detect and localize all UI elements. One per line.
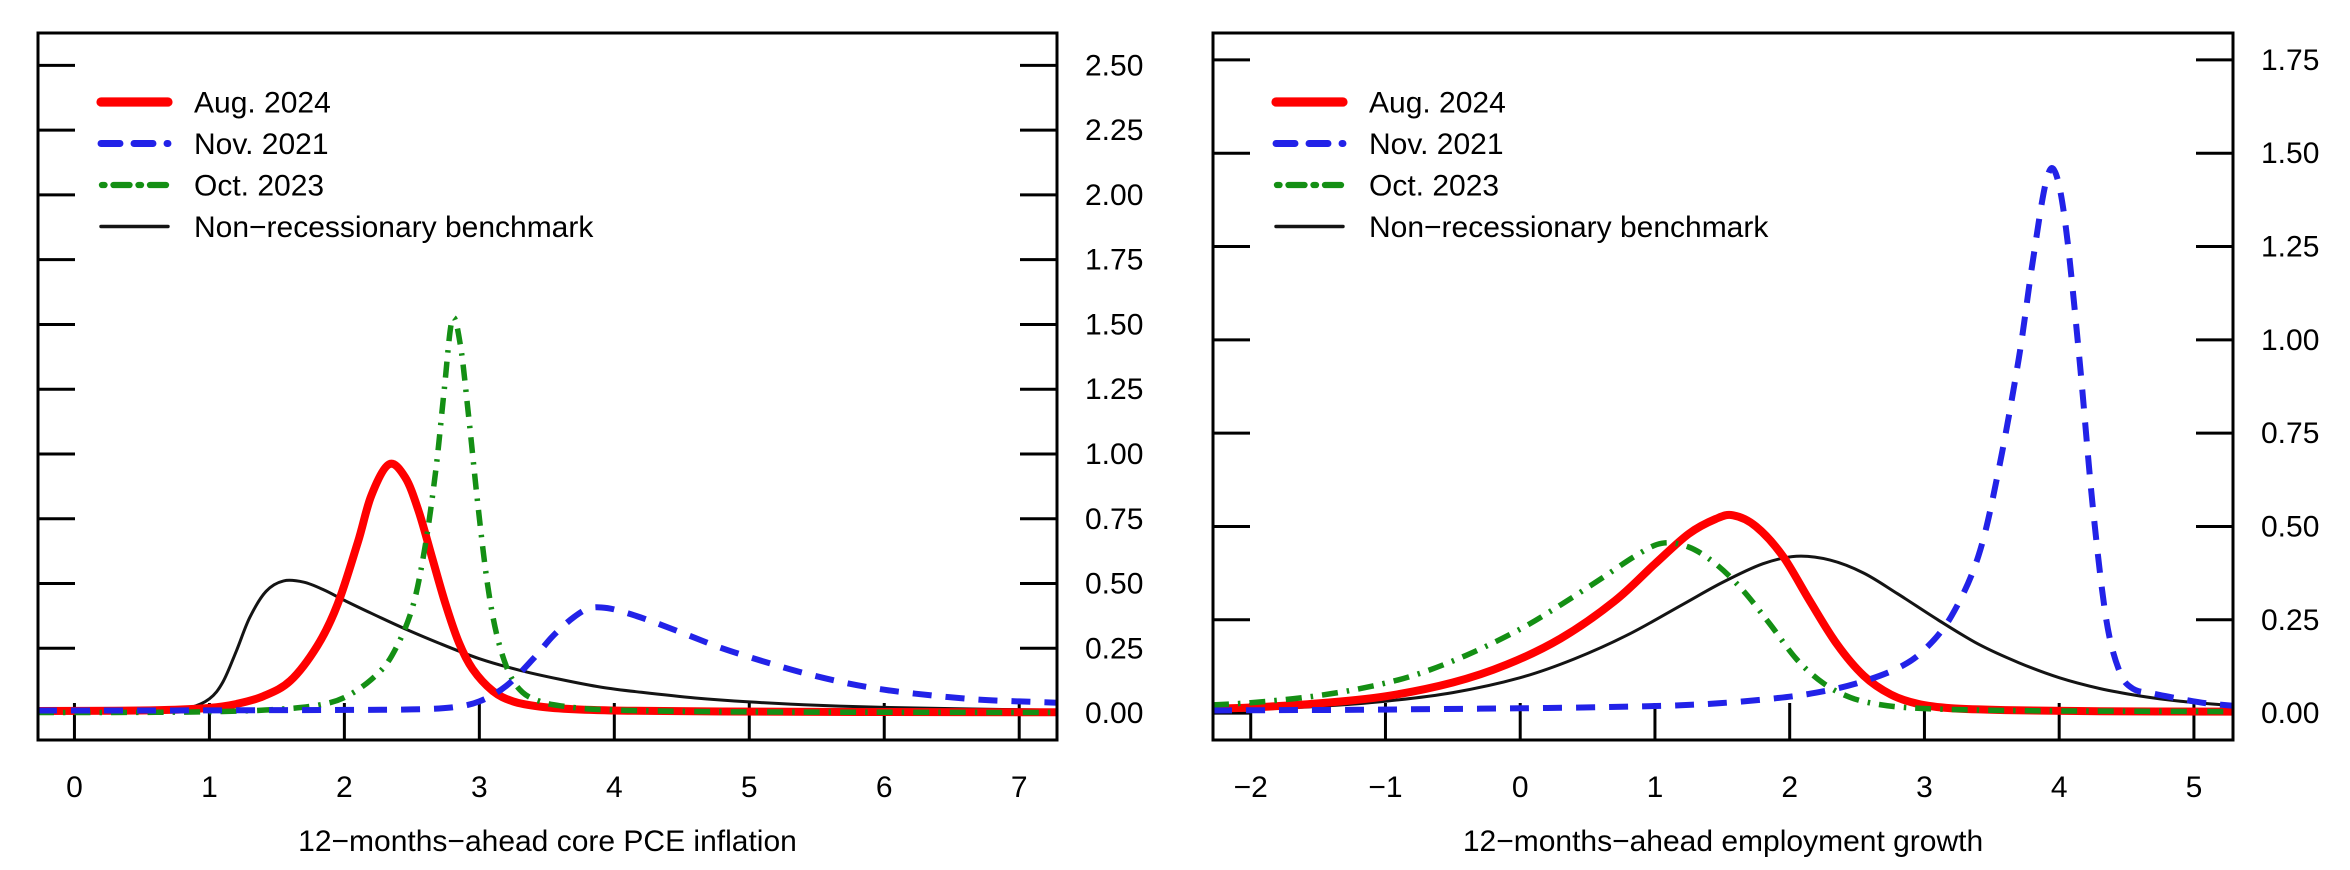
panel-employment-growth: −2 −1 0 1 2 3 4 5 0.00 0.25 0.50 0.75 1.00 1.25 1.50 1.…: [1211, 31, 2319, 858]
x-tick-label: 2: [336, 771, 353, 804]
y-tick-label: 1.00: [1085, 438, 1143, 471]
x-tick-label: 2: [1781, 771, 1798, 804]
x-tick-label: −1: [1368, 771, 1402, 804]
curve-non-recessionary-benchmark: [1213, 554, 2233, 712]
curve-aug-2024: [1213, 510, 2233, 716]
x-tick-label: 0: [66, 771, 83, 804]
y-tick-label: 1.75: [1085, 244, 1143, 277]
x-axis-title: 12−months−ahead employment growth: [1463, 825, 1983, 858]
y-tick-label: 1.50: [2261, 137, 2319, 170]
y-tick-label: 0.25: [2261, 604, 2319, 637]
plot-border: [1211, 31, 2235, 742]
y-tick-label: 0.00: [1085, 697, 1143, 730]
legend: Aug. 2024 Nov. 2021 Oct. 2023 Non−recession…: [1271, 87, 1769, 244]
x-tick-label: 6: [876, 771, 893, 804]
x-tick-label: 1: [1647, 771, 1664, 804]
y-tick-label: 2.00: [1085, 179, 1143, 212]
legend: Aug. 2024 Nov. 2021 Oct. 2023 Non−recession…: [96, 87, 594, 244]
curves: [1213, 165, 2233, 716]
y-tick-label: 1.25: [2261, 231, 2319, 264]
x-tick-label: 5: [2186, 771, 2203, 804]
y-tick-label: 0.75: [2261, 417, 2319, 450]
curve-nov-2021: [1213, 165, 2233, 714]
x-tick-label: 3: [1916, 771, 1933, 804]
curve-nov-2021: [38, 604, 1057, 714]
y-tick-label: 0.00: [2261, 697, 2319, 730]
y-tick-label: 1.75: [2261, 44, 2319, 77]
y-tick-label: 1.00: [2261, 324, 2319, 357]
y-tick-label: 2.50: [1085, 49, 1143, 82]
x-tick-label: 4: [606, 771, 623, 804]
legend-label-oct-2023: Oct. 2023: [1369, 170, 1499, 203]
y-tick-label: 2.25: [1085, 114, 1143, 147]
y-tick-label: 0.25: [1085, 632, 1143, 665]
curves: [38, 314, 1057, 717]
x-axis-title: 12−months−ahead core PCE inflation: [298, 825, 797, 858]
legend-label-aug-2024: Aug. 2024: [1369, 87, 1506, 120]
x-tick-label: 7: [1011, 771, 1028, 804]
x-tick-label: 1: [201, 771, 218, 804]
y-tick-label: 1.25: [1085, 373, 1143, 406]
x-tick-label: 5: [741, 771, 758, 804]
legend-label-aug-2024: Aug. 2024: [194, 87, 331, 120]
x-tick-label: 0: [1512, 771, 1529, 804]
curve-non-recessionary-benchmark: [38, 578, 1057, 714]
y-tick-label: 1.50: [1085, 308, 1143, 341]
curve-aug-2024: [38, 459, 1057, 717]
legend-label-oct-2023: Oct. 2023: [194, 170, 324, 203]
legend-label-nov-2021: Nov. 2021: [1369, 128, 1504, 161]
x-tick-label: 4: [2051, 771, 2068, 804]
legend-label-non-recessionary-benchmark: Non−recessionary benchmark: [1369, 211, 1769, 244]
legend-label-non-recessionary-benchmark: Non−recessionary benchmark: [194, 211, 594, 244]
legend-label-nov-2021: Nov. 2021: [194, 128, 329, 161]
panel-core-pce-inflation: 0 1 2 3 4 5 6 7 0.00 0.25 0.50 0.75 1.00 1.25 1.50 1.75…: [36, 31, 1143, 858]
y-tick-label: 0.75: [1085, 503, 1143, 536]
curve-oct-2023: [38, 314, 1057, 716]
plot-border: [36, 31, 1059, 742]
y-tick-label: 0.50: [2261, 510, 2319, 543]
curve-oct-2023: [1213, 539, 2233, 715]
x-tick-label: 3: [471, 771, 488, 804]
y-tick-label: 0.50: [1085, 568, 1143, 601]
x-tick-label: −2: [1234, 771, 1268, 804]
